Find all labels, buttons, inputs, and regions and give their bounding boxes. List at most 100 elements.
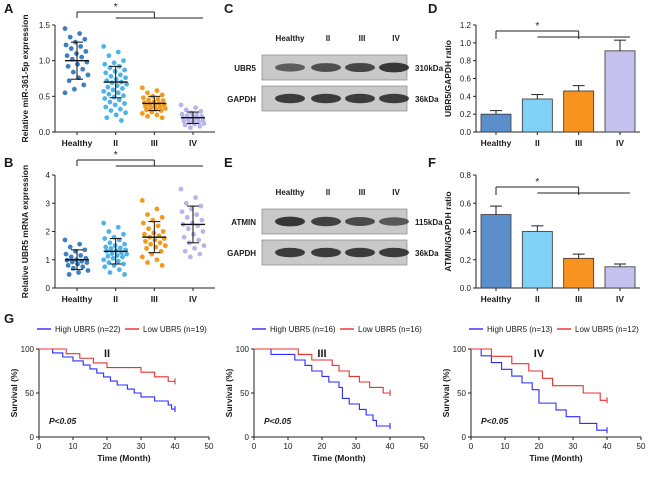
data-point [69,259,75,265]
data-point [80,66,86,72]
data-point [154,88,160,94]
bar [604,50,636,133]
y-axis-title: Relative UBR5 mRNA expression [20,165,30,298]
x-tick-label: 40 [171,442,180,451]
lane-label: IV [392,34,400,43]
y-axis-title: Relative miR-361-5p expression [20,14,30,142]
protein-band [345,217,375,226]
x-category-label: II [113,138,118,148]
p-value-label: P<0.05 [264,416,291,426]
protein-band [345,247,375,258]
data-point [110,255,116,261]
molecular-weight-label: 310kDa [415,64,444,73]
x-tick-label: 0 [469,442,474,451]
data-point [154,206,160,212]
data-point [121,58,126,64]
x-tick-label: 20 [535,442,544,451]
data-point [108,108,114,113]
x-category-label: III [575,294,582,304]
data-point [64,53,70,59]
x-category-label: Healthy [481,138,512,148]
data-point [198,108,204,114]
y-tick-label: 1.2 [460,21,472,30]
x-tick-label: 30 [352,442,361,451]
data-point [159,214,165,220]
data-point [121,93,126,99]
x-category-label: IV [189,138,197,148]
data-point [102,61,108,67]
data-point [111,60,117,66]
data-point [159,92,165,98]
data-point [145,212,150,217]
data-point [85,268,91,273]
data-point [139,198,145,203]
data-point [116,267,122,273]
data-point [139,85,145,91]
data-point [107,270,113,275]
significance-star: * [114,2,118,13]
data-point [62,237,68,243]
y-tick-label: 0.6 [460,199,472,208]
x-tick-label: 50 [420,442,429,451]
data-point [106,91,112,97]
y-tick-label: 1.0 [460,39,472,48]
data-point [66,78,72,84]
data-point [117,245,123,251]
data-point [63,251,69,257]
x-category-label: II [535,138,540,148]
protein-band [379,93,409,104]
survival-curve-low [39,348,175,382]
data-point [192,246,197,251]
y-tick-label: 2 [46,228,51,237]
x-tick-label: 50 [637,442,646,451]
protein-band [311,216,341,227]
data-point [106,53,112,59]
data-point [183,107,189,113]
data-point [151,230,157,236]
data-point [201,243,207,249]
data-point [122,272,127,277]
data-point [115,224,121,230]
data-point [159,115,165,121]
data-point [122,67,127,73]
x-category-label: IV [616,294,624,304]
data-point [191,231,196,237]
data-point [145,113,150,119]
panel-letter: E [224,155,233,170]
data-point [101,220,107,226]
data-point [196,237,202,243]
significance-star: * [535,21,539,32]
data-point [85,72,91,78]
x-tick-label: 0 [37,442,42,451]
protein-band [379,247,409,258]
data-point [144,107,149,113]
data-point [77,31,83,36]
data-point [103,70,109,76]
x-category-label: III [151,294,158,304]
data-point [200,229,206,234]
panel-letter: G [4,311,14,326]
y-tick-label: 0.2 [460,256,472,265]
data-point [181,234,187,240]
protein-band [345,93,375,104]
x-axis-title: Time (Month) [97,453,150,463]
p-value-label: P<0.05 [481,416,508,426]
data-point [193,195,199,201]
data-point [178,102,184,108]
x-category-label: II [113,294,118,304]
y-tick-label: 0.0 [460,284,472,293]
lane-label: II [326,34,330,43]
protein-label: ATMIN [231,218,256,227]
data-point [121,261,126,267]
panel-letter: A [4,1,14,16]
data-point [78,44,84,49]
data-point [140,220,146,226]
data-point [197,123,203,129]
data-point [80,264,86,270]
data-point [119,118,124,123]
data-point [65,63,71,69]
data-point [116,97,122,103]
data-point [108,246,114,251]
data-point [68,254,74,260]
